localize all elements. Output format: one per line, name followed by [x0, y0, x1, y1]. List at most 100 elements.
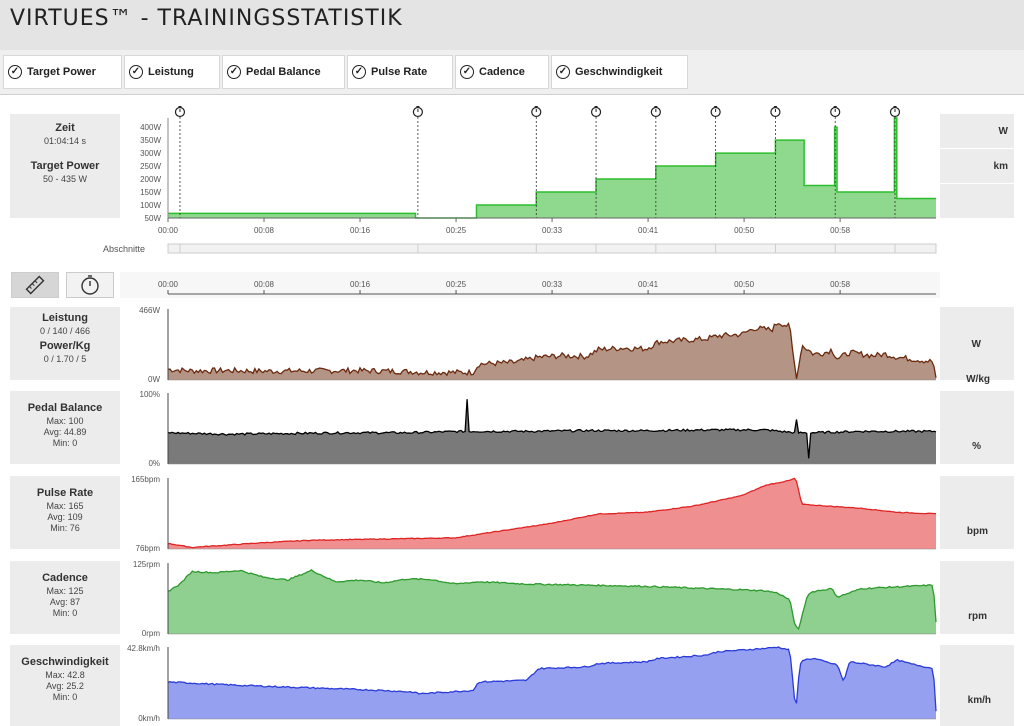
target-power-label: Target Power	[30, 160, 100, 172]
checkmark-icon: ✓	[8, 65, 22, 79]
target-power-range: 50 - 435 W	[42, 174, 88, 184]
stopwatch-icon	[889, 106, 901, 118]
cadence-line	[167, 568, 937, 631]
speed-unit-box: km/h	[940, 645, 1014, 726]
tab-cadence[interactable]: ✓ Cadence	[455, 55, 549, 89]
speed-info: Geschwindigkeit Max: 42.8 Avg: 25.2 Min:…	[10, 645, 120, 726]
checkmark-icon: ✓	[129, 65, 143, 79]
time-tick-label: 00:41	[638, 280, 659, 289]
time-tick-label: 00:50	[734, 226, 755, 235]
time-tick-label: 00:58	[830, 280, 851, 289]
pedal-max: Max: 100	[46, 416, 84, 426]
time-tick-label: 00:58	[830, 226, 851, 235]
y-tick-label: 100W	[140, 201, 161, 210]
pedal-balance-area	[168, 399, 936, 464]
tab-target-power[interactable]: ✓ Target Power	[3, 55, 122, 89]
speed-min: Min: 0	[52, 692, 78, 702]
leistung-unit-box: W W/kg	[940, 307, 1014, 385]
power-kg-title: Power/Kg	[39, 340, 91, 352]
pedal-min: Min: 0	[52, 438, 78, 448]
y-tick-label: 165bpm	[131, 475, 160, 484]
leistung-title: Leistung	[42, 312, 88, 324]
y-tick-label: 100%	[140, 390, 160, 399]
stopwatch-button[interactable]	[66, 272, 114, 298]
tab-pedal-balance[interactable]: ✓ Pedal Balance	[222, 55, 345, 89]
speed-title: Geschwindigkeit	[21, 656, 109, 668]
pulse-title: Pulse Rate	[36, 487, 94, 499]
pulse-rate-line	[167, 477, 936, 549]
stopwatch-icon	[590, 106, 602, 118]
y-tick-label: 350W	[140, 136, 161, 145]
time-tick-label: 00:08	[254, 226, 275, 235]
unit-label: W	[971, 339, 981, 350]
leistung-area	[168, 323, 936, 380]
unit-box-w: W	[940, 114, 1014, 148]
zeit-value: 01:04:14 s	[43, 136, 87, 146]
target-power-info: Zeit 01:04:14 s Target Power 50 - 435 W	[10, 114, 120, 218]
y-tick-label: 466W	[139, 306, 160, 315]
page-title: VIRTUES™ - TRAININGSSTATISTIK	[10, 6, 403, 31]
pedal-avg: Avg: 44.89	[43, 427, 87, 437]
checkmark-icon: ✓	[227, 65, 241, 79]
leistung-line	[167, 322, 937, 379]
ruler-icon	[25, 275, 45, 295]
cadence-title: Cadence	[42, 572, 88, 584]
unit-label: W	[998, 126, 1008, 137]
y-tick-label: 76bpm	[136, 544, 161, 553]
y-tick-label: 50W	[145, 214, 162, 223]
time-tick-label: 00:33	[542, 226, 563, 235]
y-tick-label: 0%	[148, 459, 160, 468]
stopwatch-icon	[830, 106, 841, 118]
time-tick-label: 00:08	[254, 280, 275, 289]
unit-label: rpm	[968, 611, 987, 622]
unit-label: km	[993, 161, 1008, 172]
time-tick-label: 00:16	[350, 280, 371, 289]
time-tick-label: 00:25	[446, 280, 467, 289]
ruler-button[interactable]	[11, 272, 59, 298]
stopwatch-icon	[81, 275, 99, 295]
pulse-unit-box: bpm	[940, 476, 1014, 549]
unit-label: bpm	[966, 526, 988, 537]
unit-box-empty	[940, 184, 1014, 218]
title-bar: VIRTUES™ - TRAININGSSTATISTIK	[0, 0, 1024, 50]
time-tick-label: 00:25	[446, 226, 467, 235]
speed-max: Max: 42.8	[45, 670, 85, 680]
pulse-min: Min: 76	[50, 523, 80, 533]
tab-label: Geschwindigkeit	[575, 66, 663, 78]
y-tick-label: 0rpm	[142, 629, 161, 638]
stopwatch-icon	[174, 106, 186, 118]
cadence-max: Max: 125	[46, 586, 84, 596]
leistung-info: Leistung 0 / 140 / 466 Power/Kg 0 / 1.70…	[10, 307, 120, 380]
tab-label: Leistung	[148, 66, 194, 78]
tab-label: Cadence	[479, 66, 525, 78]
stopwatch-icon	[770, 106, 781, 118]
target-power-line	[168, 117, 936, 219]
time-tick-label: 00:41	[638, 226, 659, 235]
abschnitte-bar	[167, 243, 937, 254]
power-kg-stats: 0 / 1.70 / 5	[43, 354, 87, 364]
time-tick-label: 00:16	[350, 226, 371, 235]
checkmark-icon: ✓	[556, 65, 570, 79]
pedal-balance-info: Pedal Balance Max: 100 Avg: 44.89 Min: 0	[10, 391, 120, 464]
pulse-max: Max: 165	[46, 501, 84, 511]
tab-pulse-rate[interactable]: ✓ Pulse Rate	[347, 55, 453, 89]
checkmark-icon: ✓	[460, 65, 474, 79]
y-tick-label: 400W	[140, 123, 161, 132]
zeit-label: Zeit	[55, 122, 75, 134]
time-tick-label: 00:50	[734, 280, 755, 289]
time-tick-label: 00:33	[542, 280, 563, 289]
cadence-unit-box: rpm	[940, 561, 1014, 634]
unit-label: km/h	[967, 695, 991, 706]
tab-label: Pulse Rate	[371, 66, 428, 78]
tab-label: Target Power	[27, 66, 96, 78]
tab-leistung[interactable]: ✓ Leistung	[124, 55, 220, 89]
unit-box-km: km	[940, 149, 1014, 183]
pedal-title: Pedal Balance	[27, 402, 103, 414]
pulse-rate-info: Pulse Rate Max: 165 Avg: 109 Min: 76	[10, 476, 120, 549]
y-tick-label: 300W	[140, 149, 161, 158]
speed-area	[168, 647, 936, 719]
tab-geschwindigkeit[interactable]: ✓ Geschwindigkeit	[551, 55, 688, 89]
time-tick-label: 00:00	[158, 280, 179, 289]
tab-label: Pedal Balance	[246, 66, 321, 78]
pedal-unit-box: %	[940, 391, 1014, 464]
